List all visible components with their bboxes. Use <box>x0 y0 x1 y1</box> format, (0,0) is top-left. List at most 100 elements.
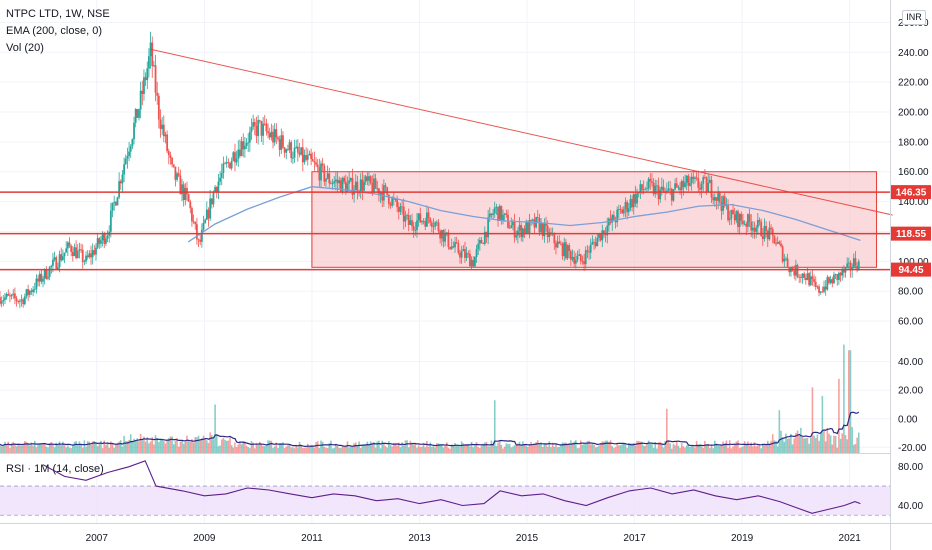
candle-body <box>392 198 395 200</box>
volume-bar <box>493 400 496 453</box>
candle-body <box>437 222 440 232</box>
candle-body <box>5 293 8 298</box>
candle-body <box>91 250 94 258</box>
candle-body <box>7 293 10 296</box>
candle-body <box>146 68 149 81</box>
volume-bar <box>598 445 600 453</box>
volume-bar <box>545 444 547 453</box>
volume-bar <box>487 446 489 453</box>
candle-body <box>735 211 738 221</box>
volume-bar <box>38 443 41 453</box>
candle-body <box>705 177 708 192</box>
candle-body <box>285 149 288 153</box>
candle-body <box>776 241 779 244</box>
candle-body <box>179 175 182 195</box>
candle-body <box>804 277 807 281</box>
candle-body <box>65 248 68 253</box>
candle-body <box>53 257 56 260</box>
volume-bar <box>482 443 484 453</box>
candle-body <box>799 277 802 278</box>
legend-symbol[interactable]: NTPC LTD, 1W, NSE <box>6 8 110 20</box>
candle-body <box>387 194 390 204</box>
volume-bar <box>421 446 423 453</box>
candle-body <box>571 256 574 260</box>
volume-bar <box>53 447 56 453</box>
candle-body <box>444 234 447 242</box>
candle-body <box>745 223 748 227</box>
price-tag-146.35: 146.35 <box>896 188 927 199</box>
volume-bar <box>283 448 286 453</box>
candle-body <box>101 234 104 241</box>
volume-bar <box>692 446 695 453</box>
candle-body <box>708 179 711 183</box>
volume-bar <box>144 441 147 453</box>
volume-bar <box>627 442 630 453</box>
candle-body <box>647 178 650 189</box>
candle-body <box>260 120 263 136</box>
candle-body <box>0 297 1 304</box>
volume-bar <box>359 447 362 453</box>
legend-rsi[interactable]: RSI · 1M (14, close) <box>6 463 104 475</box>
candle-body <box>584 250 587 265</box>
legend-volume[interactable]: Vol (20) <box>6 42 44 54</box>
volume-bar <box>349 446 352 453</box>
candle-body <box>258 120 261 121</box>
volume-bar <box>374 447 377 453</box>
volume-bar <box>641 441 643 453</box>
volume-bar <box>614 446 617 453</box>
candle-body <box>250 127 253 132</box>
candle-body <box>464 249 466 258</box>
volume-bar <box>366 441 369 453</box>
volume-bar <box>397 442 400 453</box>
candle-body <box>503 213 506 215</box>
candle-body <box>568 245 571 252</box>
candle-body <box>798 276 801 278</box>
volume-bar <box>326 447 329 453</box>
volume-bar <box>303 447 306 453</box>
candle-body <box>674 183 677 190</box>
volume-bar <box>667 441 670 453</box>
candle-body <box>593 242 595 243</box>
volume-bar <box>110 441 112 453</box>
x-tick-2009: 2009 <box>193 533 216 544</box>
currency-button[interactable]: INR <box>902 10 926 25</box>
volume-bar <box>748 446 751 453</box>
price-tags[interactable]: 146.35 118.55 94.45 <box>891 185 931 277</box>
volume-bar <box>507 444 509 453</box>
candle-body <box>473 256 476 267</box>
volume-bar <box>116 442 119 453</box>
volume-bar <box>733 444 736 453</box>
volume-bar <box>143 436 145 453</box>
volume-bar <box>250 441 253 453</box>
candle-body <box>591 242 594 245</box>
volume-bar <box>700 444 703 453</box>
volume-bar <box>298 441 301 453</box>
candle-body <box>9 295 11 297</box>
volume-bar <box>138 441 140 453</box>
volume-bar <box>459 446 461 453</box>
candle-body <box>215 187 218 193</box>
volume-bar <box>811 387 814 453</box>
candle-body <box>356 181 359 193</box>
candle-body <box>207 209 210 219</box>
volume-bar <box>111 444 114 453</box>
candle-body <box>710 179 713 198</box>
volume-bar <box>348 447 350 453</box>
x-tick-2011: 2011 <box>301 533 323 544</box>
volume-bar <box>217 446 220 453</box>
volume-bar <box>512 446 514 453</box>
volume-bar <box>73 441 76 453</box>
legend-ema[interactable]: EMA (200, close, 0) <box>6 25 102 37</box>
volume-bar <box>571 442 574 453</box>
candle-body <box>508 227 511 229</box>
volume-bar <box>169 436 172 453</box>
candle-body <box>662 186 665 192</box>
candle-body <box>818 286 820 293</box>
candle-body <box>191 208 193 222</box>
volume-bar <box>455 445 458 453</box>
volume-bar <box>565 442 567 453</box>
candle-body <box>315 162 317 165</box>
candle-body <box>450 246 453 249</box>
volume-bar <box>646 443 648 453</box>
